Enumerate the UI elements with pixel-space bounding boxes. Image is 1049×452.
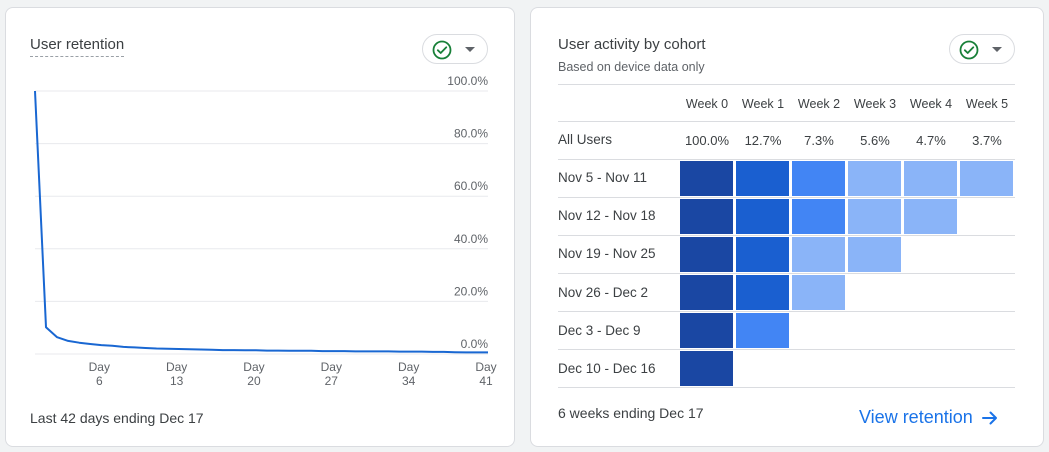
cohort-title: User activity by cohort (558, 36, 706, 53)
cohort-cell[interactable] (792, 275, 845, 310)
cohort-cell[interactable] (736, 237, 789, 272)
cohort-cell[interactable] (680, 237, 733, 272)
view-retention-label[interactable]: View retention (859, 407, 973, 427)
cohort-cell[interactable] (848, 161, 901, 196)
table-divider (558, 387, 1015, 388)
user-retention-card: User retention 100.0% 80.0% 60.0% 40.0% 20.0… (5, 7, 515, 447)
cohort-cell[interactable] (680, 199, 733, 234)
all-users-value: 3.7% (972, 133, 1002, 148)
x-tick-label: Day 20 (243, 360, 264, 388)
all-users-value: 7.3% (804, 133, 834, 148)
cohort-row-label: Nov 26 - Dec 2 (558, 285, 649, 300)
column-header: Week 5 (965, 97, 1009, 111)
x-tick-label: Day 6 (89, 360, 110, 388)
cohort-cell[interactable] (736, 275, 789, 310)
cohort-card: User activity by cohort Based on device … (530, 7, 1044, 447)
cohort-cell[interactable] (848, 237, 901, 272)
check-circle-icon (432, 40, 452, 60)
y-tick-label: 20.0% (454, 284, 488, 298)
cohort-data-quality-dropdown[interactable] (949, 34, 1015, 64)
cohort-cell[interactable] (736, 313, 789, 348)
y-tick-label: 0.0% (461, 337, 489, 351)
cohort-row-label: Dec 10 - Dec 16 (558, 361, 656, 376)
x-tick-label: Day 41 (475, 360, 496, 388)
retention-series-line (34, 90, 488, 354)
all-users-label: All Users (558, 132, 613, 147)
cohort-cell[interactable] (792, 161, 845, 196)
view-retention-link[interactable]: View retention (859, 407, 999, 428)
all-users-value: 4.7% (916, 133, 946, 148)
y-tick-label: 100.0% (447, 74, 488, 88)
table-divider (558, 235, 1015, 236)
cohort-cell[interactable] (792, 237, 845, 272)
cohort-cell[interactable] (904, 199, 957, 234)
table-divider (558, 159, 1015, 160)
table-divider (558, 311, 1015, 312)
chevron-down-icon (465, 47, 475, 52)
y-tick-label: 40.0% (454, 232, 488, 246)
column-header: Week 0 (685, 97, 729, 111)
cohort-cell[interactable] (904, 161, 957, 196)
cohort-cell[interactable] (736, 161, 789, 196)
column-header: Week 3 (853, 97, 897, 111)
x-tick-label: Day 13 (166, 360, 187, 388)
cohort-cell[interactable] (792, 199, 845, 234)
retention-footer: Last 42 days ending Dec 17 (30, 410, 204, 426)
cohort-cell[interactable] (680, 351, 733, 386)
x-tick-label: Day 34 (398, 360, 419, 388)
cohort-cell[interactable] (848, 199, 901, 234)
table-divider (558, 273, 1015, 274)
cohort-cell[interactable] (960, 161, 1013, 196)
cohort-row-label: Nov 5 - Nov 11 (558, 170, 648, 185)
cohort-row-label: Dec 3 - Dec 9 (558, 323, 641, 338)
all-users-value: 12.7% (744, 133, 782, 148)
retention-chart: 100.0% 80.0% 60.0% 40.0% 20.0% 0.0% Day 6 Day 13 D… (34, 74, 497, 388)
column-header: Week 1 (741, 97, 785, 111)
data-quality-dropdown[interactable] (422, 34, 488, 64)
column-header: Week 4 (909, 97, 953, 111)
arrow-right-icon[interactable] (981, 409, 999, 427)
cohort-subtitle: Based on device data only (558, 60, 705, 74)
all-users-value: 100.0% (684, 133, 730, 148)
cohort-cell[interactable] (736, 199, 789, 234)
y-tick-label: 60.0% (454, 179, 488, 193)
table-divider (558, 84, 1015, 85)
y-tick-label: 80.0% (454, 127, 488, 141)
cohort-footer: 6 weeks ending Dec 17 (558, 405, 704, 421)
cohort-cell[interactable] (680, 313, 733, 348)
table-divider (558, 197, 1015, 198)
column-header: Week 2 (797, 97, 841, 111)
cohort-cell[interactable] (680, 161, 733, 196)
chevron-down-icon (992, 47, 1002, 52)
cohort-row-label: Nov 12 - Nov 18 (558, 208, 656, 223)
cohort-cell[interactable] (680, 275, 733, 310)
cohort-row-label: Nov 19 - Nov 25 (558, 246, 656, 261)
x-tick-label: Day 27 (321, 360, 342, 388)
all-users-value: 5.6% (860, 133, 890, 148)
table-divider (558, 121, 1015, 122)
table-divider (558, 349, 1015, 350)
user-retention-title[interactable]: User retention (30, 36, 125, 57)
check-circle-icon (959, 40, 979, 60)
